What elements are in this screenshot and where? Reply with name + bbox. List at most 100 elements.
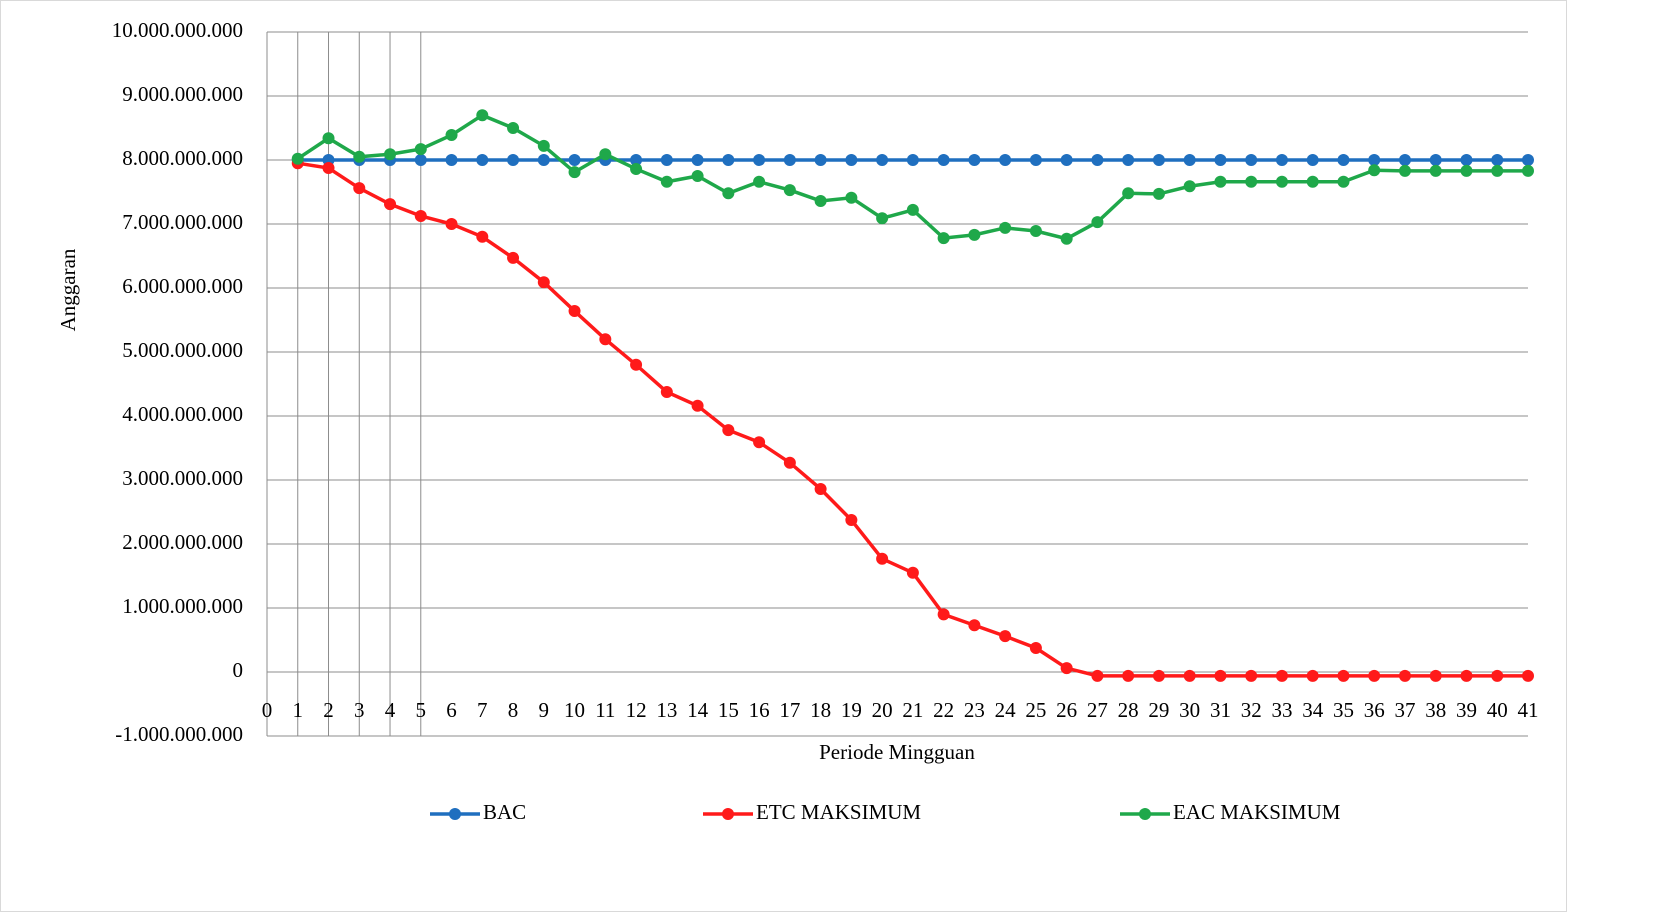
legend-marker bbox=[449, 808, 461, 820]
point bbox=[1245, 669, 1258, 682]
x-tick-label: 29 bbox=[1148, 698, 1169, 722]
x-tick-label: 23 bbox=[964, 698, 985, 722]
point bbox=[1368, 164, 1381, 177]
point bbox=[1398, 669, 1411, 682]
point bbox=[1398, 154, 1411, 166]
y-tick-label: 0 bbox=[233, 658, 244, 682]
point bbox=[660, 175, 673, 188]
y-tick-label: 1.000.000.000 bbox=[122, 594, 243, 618]
point bbox=[1152, 187, 1165, 200]
point bbox=[999, 630, 1012, 643]
point bbox=[1275, 154, 1288, 166]
point bbox=[1491, 154, 1504, 166]
x-tick-label: 12 bbox=[626, 698, 647, 722]
point bbox=[1122, 154, 1135, 166]
x-tick-label: 31 bbox=[1210, 698, 1231, 722]
point bbox=[722, 424, 735, 437]
point bbox=[1214, 154, 1227, 166]
legend-label: BAC bbox=[483, 800, 526, 824]
point bbox=[1460, 164, 1473, 177]
x-tick-label: 26 bbox=[1056, 698, 1077, 722]
point bbox=[1398, 164, 1411, 177]
legend-label: ETC MAKSIMUM bbox=[756, 800, 921, 824]
x-tick-label: 10 bbox=[564, 698, 585, 722]
x-tick-label: 40 bbox=[1487, 698, 1508, 722]
point bbox=[1183, 669, 1196, 682]
point bbox=[537, 154, 550, 166]
x-tick-label: 0 bbox=[262, 698, 273, 722]
point bbox=[1183, 180, 1196, 193]
point bbox=[1214, 175, 1227, 188]
x-tick-label: 38 bbox=[1425, 698, 1446, 722]
point bbox=[568, 166, 581, 179]
point bbox=[1275, 175, 1288, 188]
point bbox=[691, 399, 704, 412]
point bbox=[783, 456, 796, 469]
x-tick-label: 25 bbox=[1025, 698, 1046, 722]
point bbox=[753, 175, 766, 188]
point bbox=[507, 154, 520, 166]
point bbox=[845, 514, 858, 526]
point bbox=[1029, 154, 1042, 166]
point bbox=[1152, 154, 1165, 166]
y-tick-label: 2.000.000.000 bbox=[122, 530, 243, 554]
point bbox=[937, 608, 950, 621]
x-tick-label: 3 bbox=[354, 698, 365, 722]
point bbox=[1306, 154, 1319, 166]
x-tick-label: 21 bbox=[902, 698, 923, 722]
point bbox=[322, 162, 335, 174]
point bbox=[291, 152, 304, 165]
point bbox=[1337, 175, 1350, 188]
point bbox=[1060, 662, 1073, 675]
point bbox=[1522, 669, 1534, 682]
y-tick-label: 4.000.000.000 bbox=[122, 402, 243, 426]
point bbox=[1091, 216, 1104, 229]
point bbox=[660, 154, 673, 166]
x-tick-label: 30 bbox=[1179, 698, 1200, 722]
point bbox=[845, 191, 858, 204]
point bbox=[968, 228, 981, 241]
x-tick-label: 5 bbox=[416, 698, 427, 722]
x-tick-label: 41 bbox=[1518, 698, 1539, 722]
x-tick-label: 22 bbox=[933, 698, 954, 722]
point bbox=[968, 154, 981, 166]
x-tick-label: 24 bbox=[995, 698, 1017, 722]
point bbox=[599, 148, 612, 161]
point bbox=[1214, 669, 1227, 682]
x-tick-label: 4 bbox=[385, 698, 396, 722]
x-tick-label: 16 bbox=[749, 698, 770, 722]
point bbox=[414, 154, 427, 166]
point bbox=[814, 154, 827, 166]
point bbox=[753, 154, 766, 166]
x-tick-label: 7 bbox=[477, 698, 488, 722]
point bbox=[906, 203, 919, 216]
point bbox=[1091, 669, 1104, 682]
x-tick-label: 9 bbox=[539, 698, 550, 722]
y-tick-label: 3.000.000.000 bbox=[122, 466, 243, 490]
point bbox=[1122, 187, 1135, 200]
x-tick-label: 36 bbox=[1364, 698, 1385, 722]
x-tick-label: 13 bbox=[656, 698, 677, 722]
point bbox=[906, 566, 919, 579]
point bbox=[1029, 225, 1042, 238]
point bbox=[630, 154, 643, 166]
point bbox=[783, 154, 796, 166]
y-tick-label: 10.000.000.000 bbox=[112, 18, 243, 42]
point bbox=[660, 386, 673, 398]
x-tick-label: 35 bbox=[1333, 698, 1354, 722]
point bbox=[537, 139, 550, 152]
point bbox=[1522, 154, 1534, 166]
point bbox=[353, 182, 366, 195]
point bbox=[876, 552, 889, 565]
point bbox=[630, 162, 643, 175]
point bbox=[1337, 154, 1350, 166]
point bbox=[476, 154, 489, 166]
y-axis-label: Anggaran bbox=[56, 248, 80, 331]
point bbox=[1337, 669, 1350, 682]
legend-marker bbox=[1139, 808, 1151, 820]
point bbox=[691, 154, 704, 166]
point bbox=[1522, 164, 1534, 177]
x-tick-label: 17 bbox=[779, 698, 800, 722]
point bbox=[1460, 669, 1473, 682]
point bbox=[999, 154, 1012, 166]
